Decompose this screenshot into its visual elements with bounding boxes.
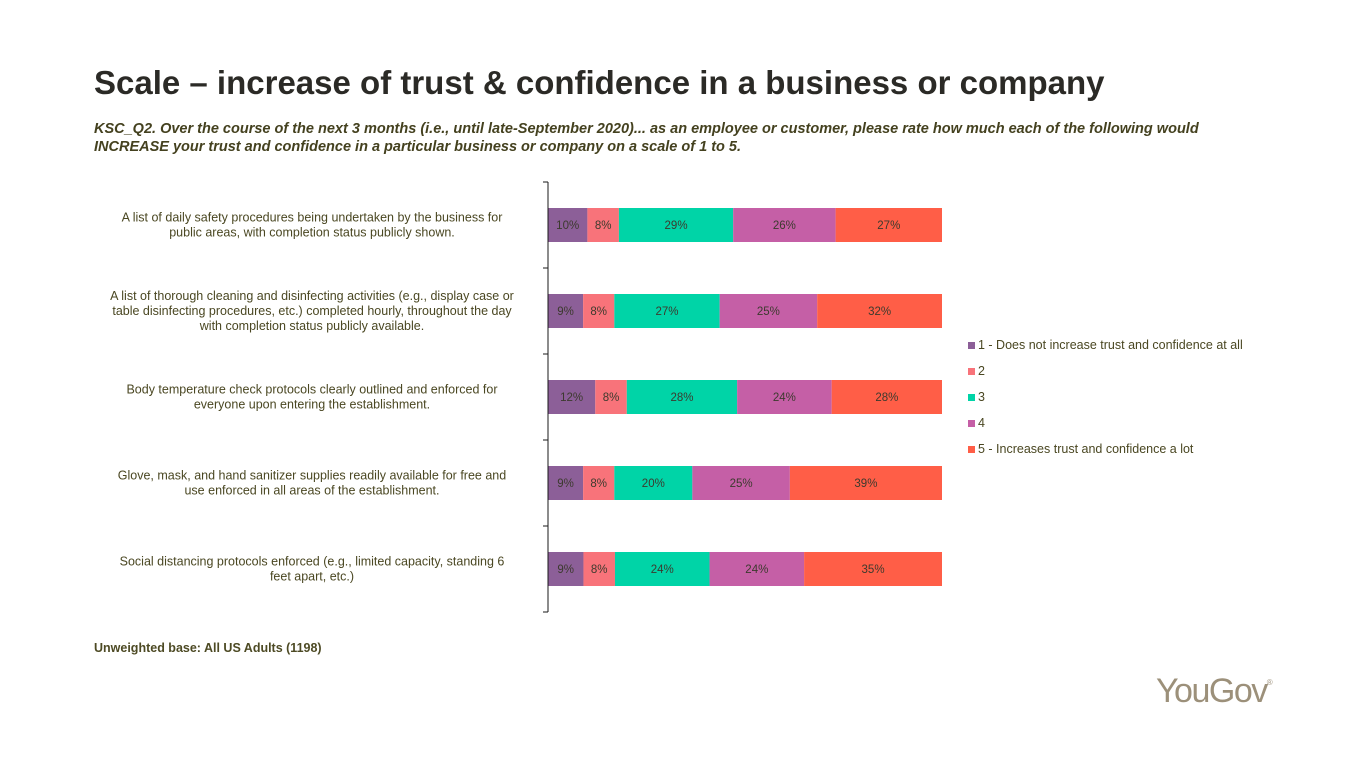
legend-swatch [968,420,975,427]
legend-swatch [968,342,975,349]
data-label-3-1: 12% [560,392,583,404]
question-text: KSC_Q2. Over the course of the next 3 mo… [94,121,1199,155]
bar-segment-5-4 [709,552,805,586]
category-label-4: use enforced in all areas of the establi… [184,484,439,498]
category-label-3: everyone upon entering the establishment… [194,398,430,412]
data-label-5-4: 24% [745,564,768,576]
legend-label: 3 [978,390,985,404]
bar-segment-1-3 [618,208,734,242]
data-label-1-3: 29% [665,220,688,232]
data-label-2-4: 25% [757,306,780,318]
data-label-1-1: 10% [556,220,579,232]
data-label-2-3: 27% [655,306,678,318]
bar-segment-2-2 [583,294,615,328]
data-label-3-2: 8% [603,392,620,404]
data-label-4-3: 20% [642,478,665,490]
category-label-5: Social distancing protocols enforced (e.… [120,555,505,569]
data-label-3-3: 28% [670,392,693,404]
category-label-2: with completion status publicly availabl… [199,319,424,333]
bar-segment-3-4 [737,380,832,414]
bar-segment-1-1 [548,208,588,242]
data-label-3-4: 24% [773,392,796,404]
bar-segment-1-2 [587,208,619,242]
page-title: Scale – increase of trust & confidence i… [94,64,1105,101]
data-label-4-5: 39% [854,478,877,490]
legend-label: 4 [978,416,985,430]
legend-item-5: 5 - Increases trust and confidence a lot [968,442,1243,468]
bar-segment-5-5 [804,552,942,586]
bar-segment-3-1 [548,380,596,414]
legend-item-4: 4 [968,416,1243,442]
bar-segment-4-3 [614,466,693,500]
category-label-4: Glove, mask, and hand sanitizer supplies… [118,469,506,483]
bar-segment-3-3 [626,380,738,414]
bar-segment-4-1 [548,466,584,500]
bar-segment-2-5 [817,294,942,328]
data-label-1-2: 8% [595,220,612,232]
bar-segment-4-4 [692,466,790,500]
bar-segment-2-3 [614,294,720,328]
data-label-1-4: 26% [773,220,796,232]
data-label-2-1: 9% [557,306,574,318]
category-label-5: feet apart, etc.) [270,570,354,584]
bar-segment-3-5 [831,380,942,414]
category-label-1: A list of daily safety procedures being … [122,211,503,225]
data-label-3-5: 28% [875,392,898,404]
legend-item-1: 1 - Does not increase trust and confiden… [968,338,1243,364]
data-label-5-3: 24% [651,564,674,576]
bar-segments [548,208,942,586]
category-label-2: table disinfecting procedures, etc.) com… [112,304,512,318]
category-label-1: public areas, with completion status pub… [169,226,455,240]
chart-legend: 1 - Does not increase trust and confiden… [968,338,1243,468]
category-axis [543,181,549,613]
yougov-logo: YouGov® [1156,672,1273,710]
legend-swatch [968,394,975,401]
category-label-2: A list of thorough cleaning and disinfec… [110,289,514,303]
base-footnote: Unweighted base: All US Adults (1198) [94,641,322,655]
legend-swatch [968,368,975,375]
data-label-4-4: 25% [730,478,753,490]
bar-segment-1-5 [835,208,942,242]
legend-item-2: 2 [968,364,1243,390]
legend-swatch [968,446,975,453]
bar-segment-1-4 [733,208,836,242]
data-label-2-2: 8% [590,306,607,318]
bar-segment-4-2 [583,466,615,500]
data-label-4-1: 9% [557,478,574,490]
legend-label: 1 - Does not increase trust and confiden… [978,338,1243,352]
data-labels: 10% 8% 29% 26% 27% 9% 8% 27% 25% 32% 12% 8% 28% 24% 28… [556,220,900,576]
data-label-5-1: 9% [557,564,574,576]
bar-segment-5-2 [583,552,615,586]
bar-segment-2-4 [719,294,818,328]
category-label-3: Body temperature check protocols clearly… [126,383,497,397]
bar-segment-2-1 [548,294,584,328]
category-labels: A list of daily safety procedures being … [110,211,514,584]
data-label-2-5: 32% [868,306,891,318]
bar-segment-4-5 [789,466,942,500]
legend-item-3: 3 [968,390,1243,416]
data-label-1-5: 27% [877,220,900,232]
bar-segment-5-1 [548,552,584,586]
legend-label: 5 - Increases trust and confidence a lot [978,442,1194,456]
data-label-5-2: 8% [591,564,608,576]
data-label-5-5: 35% [862,564,885,576]
data-label-4-2: 8% [590,478,607,490]
legend-label: 2 [978,364,985,378]
bar-segment-5-3 [614,552,710,586]
bar-segment-3-2 [595,380,627,414]
